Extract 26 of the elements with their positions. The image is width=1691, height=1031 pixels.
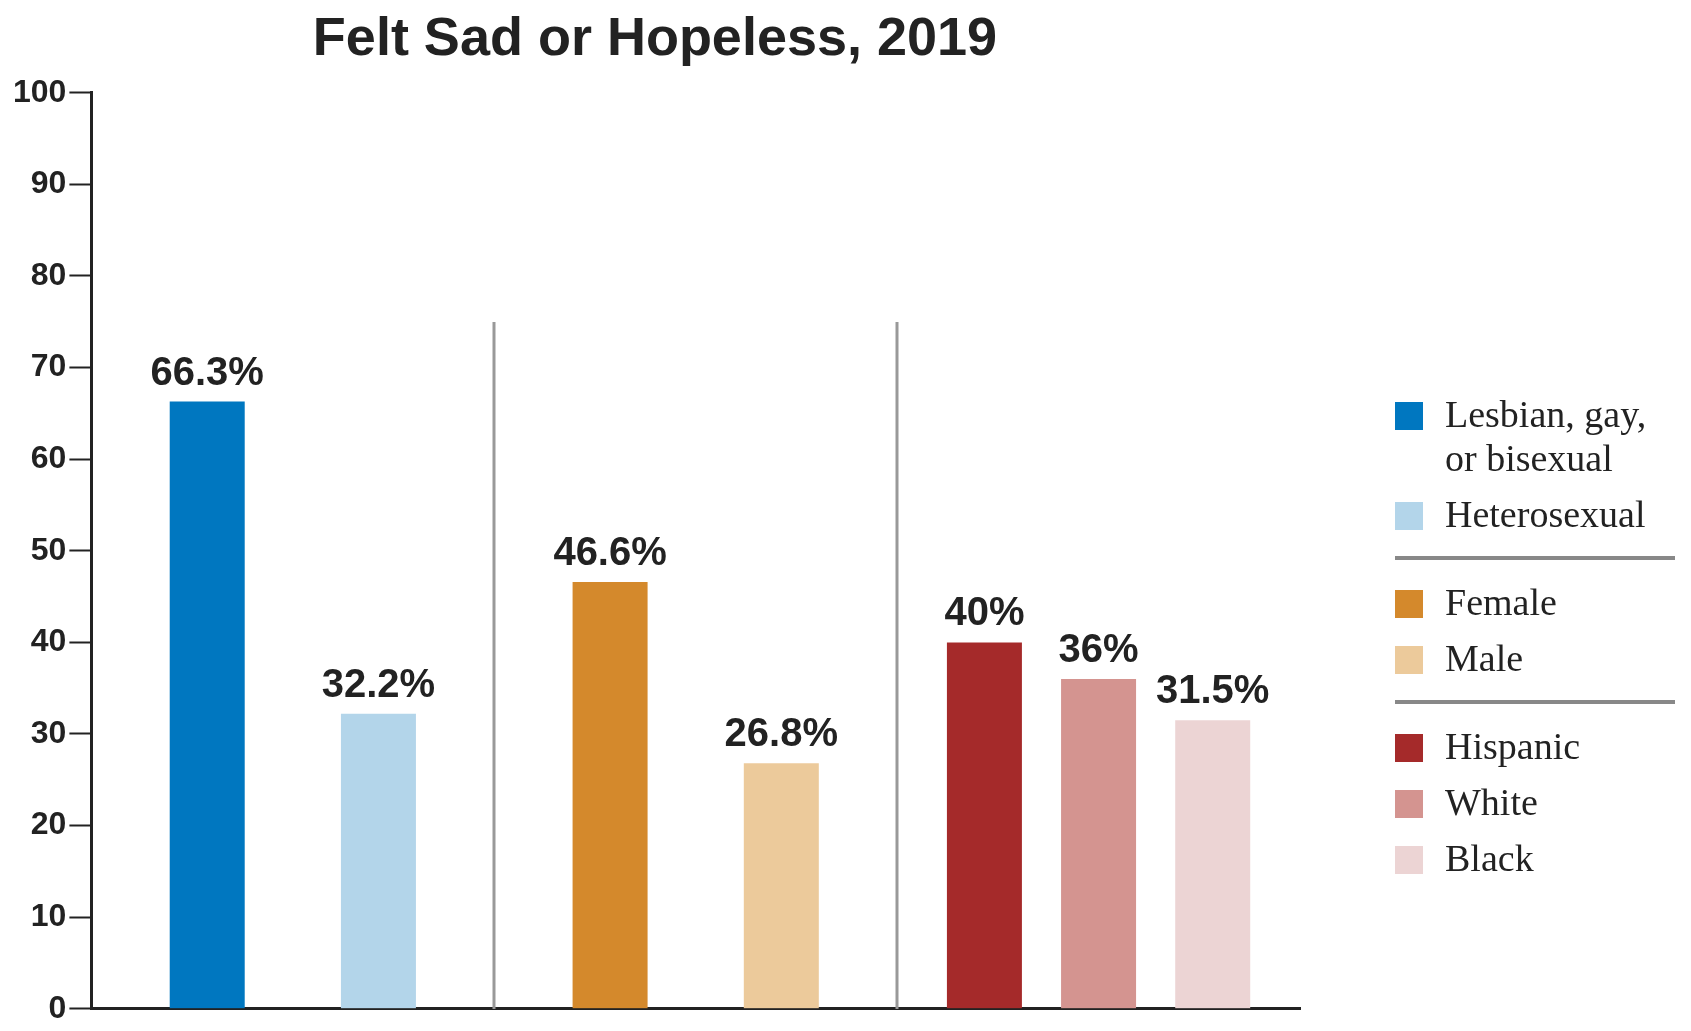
y-tick-label: 100 bbox=[13, 72, 67, 109]
data-label: 66.3% bbox=[150, 348, 264, 393]
y-tick-label: 60 bbox=[30, 439, 67, 476]
y-tick-label: 0 bbox=[48, 988, 67, 1025]
legend-label: Male bbox=[1445, 636, 1524, 680]
legend-label: Female bbox=[1445, 580, 1557, 624]
data-label: 31.5% bbox=[1156, 667, 1270, 712]
y-tick-label: 50 bbox=[30, 530, 67, 567]
data-label: 26.8% bbox=[724, 710, 839, 755]
data-label: 46.6% bbox=[553, 528, 667, 573]
y-tick-label: 80 bbox=[30, 255, 67, 292]
legend-label: Hispanic bbox=[1445, 724, 1581, 768]
chart-title: Felt Sad or Hopeless, 2019 bbox=[312, 6, 998, 67]
data-label: 36% bbox=[1058, 626, 1139, 671]
y-tick-label: 90 bbox=[30, 164, 67, 201]
y-tick-label: 20 bbox=[30, 805, 67, 842]
legend-label: Lesbian, gay, or bisexual bbox=[1445, 392, 1648, 480]
y-tick-label: 70 bbox=[30, 347, 67, 384]
legend-label: Heterosexual bbox=[1445, 492, 1646, 536]
data-label: 40% bbox=[944, 589, 1025, 634]
y-tick-label: 40 bbox=[30, 622, 67, 659]
y-tick-label: 30 bbox=[30, 713, 67, 750]
legend-label: White bbox=[1445, 780, 1538, 824]
y-tick-label: 10 bbox=[30, 897, 67, 934]
data-label: 32.2% bbox=[321, 660, 436, 705]
legend-label: Black bbox=[1445, 836, 1534, 880]
